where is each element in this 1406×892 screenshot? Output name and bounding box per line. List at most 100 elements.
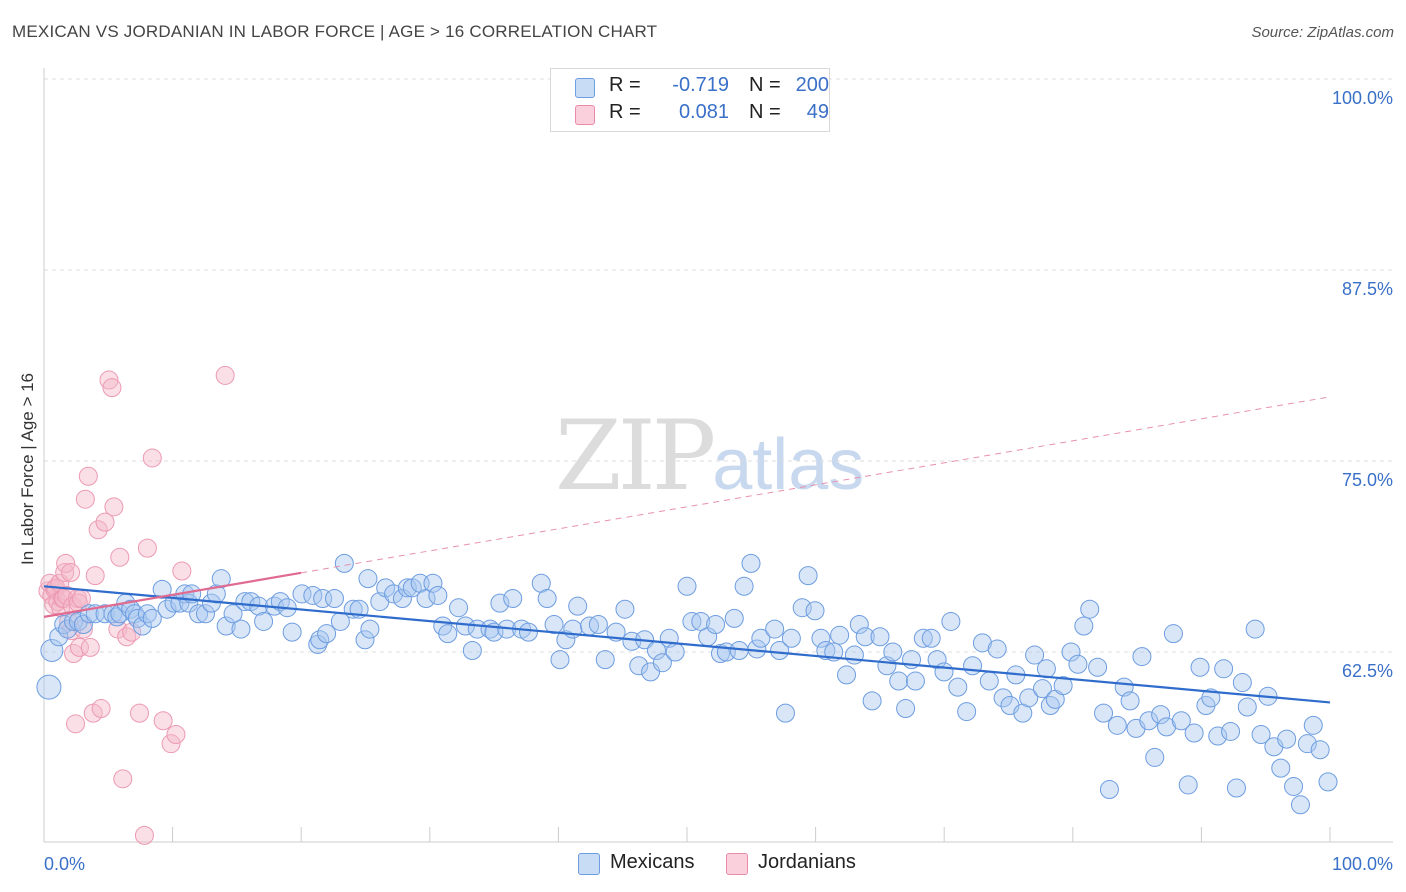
jordanian-point xyxy=(57,585,77,605)
jordanian-point xyxy=(88,520,108,540)
jordanian-point xyxy=(91,699,111,719)
mexican-point xyxy=(1157,717,1177,737)
mexican-point xyxy=(358,569,378,589)
mexican-point xyxy=(811,628,831,648)
mexican-point xyxy=(770,640,790,660)
mexican-point xyxy=(1232,673,1252,693)
y-tick-label: 87.5% xyxy=(1342,279,1393,299)
jordanian-point xyxy=(95,512,115,532)
mexican-point xyxy=(706,614,726,634)
mexican-point xyxy=(1094,703,1114,723)
mexican-point xyxy=(588,614,608,634)
mexican-point xyxy=(862,691,882,711)
mexican-point xyxy=(870,627,890,647)
mexican-point xyxy=(1053,676,1073,696)
mexican-point xyxy=(1237,697,1257,717)
mexican-point xyxy=(462,640,482,660)
mexican-point xyxy=(1025,645,1045,665)
mexican-point xyxy=(972,633,992,653)
jordanian-point xyxy=(61,563,81,583)
mexican-point xyxy=(905,671,925,691)
mexican-point xyxy=(195,604,215,624)
mexican-point xyxy=(830,625,850,645)
mexican-point xyxy=(397,578,417,598)
legend-r-label: R = xyxy=(609,101,641,123)
mexican-point xyxy=(189,604,209,624)
legend-r-value: 0.081 xyxy=(678,101,729,123)
mexican-point xyxy=(844,645,864,665)
mexican-point xyxy=(544,614,564,634)
jordanian-point xyxy=(102,378,122,398)
legend-n-label: N = xyxy=(749,74,781,96)
mexican-point xyxy=(883,642,903,662)
mexican-point xyxy=(993,688,1013,708)
mexican-point xyxy=(503,589,523,609)
mexican-point xyxy=(963,656,983,676)
mexican-point xyxy=(849,614,869,634)
legend-n-label: N = xyxy=(749,101,781,123)
legend-n-value: 49 xyxy=(806,101,829,123)
mexican-point xyxy=(741,553,761,573)
mexican-points xyxy=(36,553,1338,815)
jordanian-point xyxy=(172,561,192,581)
mexican-point xyxy=(1284,776,1304,796)
mexican-point xyxy=(537,589,557,609)
jordanian-point xyxy=(161,734,181,754)
jordanian-point xyxy=(56,553,76,573)
mexican-point xyxy=(556,630,576,650)
mexican-point xyxy=(449,598,469,618)
mexican-point xyxy=(957,702,977,722)
mexican-point xyxy=(324,589,344,609)
axes xyxy=(43,68,1393,843)
jordanian-point xyxy=(99,370,119,390)
grid-lines xyxy=(44,78,1393,653)
mexican-point xyxy=(1297,734,1317,754)
legend-swatch-mexicans xyxy=(578,853,600,875)
mexican-point xyxy=(423,573,443,593)
mexican-point xyxy=(1221,721,1241,741)
mexican-point xyxy=(254,611,274,631)
mexican-point xyxy=(73,614,93,634)
mexican-point xyxy=(392,589,412,609)
mexican-point xyxy=(1290,795,1310,815)
legend-r-value: -0.719 xyxy=(672,74,729,96)
mexican-point xyxy=(1201,688,1221,708)
mexican-point xyxy=(355,630,375,650)
mexican-point xyxy=(216,616,236,636)
mexican-point xyxy=(1318,772,1338,792)
mexican-point xyxy=(1251,725,1271,745)
mexican-point xyxy=(1171,711,1191,731)
mexican-point xyxy=(710,644,730,664)
mexican-point xyxy=(1099,780,1119,800)
watermark-zip: ZIP xyxy=(555,400,716,512)
mexican-point xyxy=(781,628,801,648)
mexican-point xyxy=(927,650,947,670)
mexican-point xyxy=(1139,711,1159,731)
mexican-point xyxy=(775,703,795,723)
mexican-point xyxy=(1074,616,1094,636)
mexican-point xyxy=(724,608,744,628)
source-label: Source: ZipAtlas.com xyxy=(1251,24,1394,41)
legend-r-label: R = xyxy=(609,74,641,96)
y-tick-label: 75.0% xyxy=(1342,470,1393,490)
jordanian-point xyxy=(113,769,133,789)
jordanian-point xyxy=(130,703,150,723)
legend-swatch-jordanians xyxy=(726,853,748,875)
mexican-point xyxy=(595,650,615,670)
watermark-atlas: atlas xyxy=(712,425,865,505)
mexican-point xyxy=(948,677,968,697)
mexican-point xyxy=(223,604,243,624)
mexican-point xyxy=(1080,599,1100,619)
mexican-point xyxy=(142,608,162,628)
correlation-legend: R = -0.719 N = 200 R = 0.081 N = 49 xyxy=(550,68,830,132)
mexican-point xyxy=(734,576,754,596)
mexican-point xyxy=(1245,619,1265,639)
x-tick-label: 0.0% xyxy=(44,854,85,874)
mexican-point xyxy=(1036,659,1056,679)
jordanian-point xyxy=(153,711,173,731)
mexican-point xyxy=(816,640,836,660)
tick-labels: 100.0% 87.5% 75.0% 62.5% 0.0% 100.0% xyxy=(44,88,1393,874)
mexican-point xyxy=(1178,775,1198,795)
chart-title: MEXICAN VS JORDANIAN IN LABOR FORCE | AG… xyxy=(12,22,658,41)
mexican-point xyxy=(921,628,941,648)
